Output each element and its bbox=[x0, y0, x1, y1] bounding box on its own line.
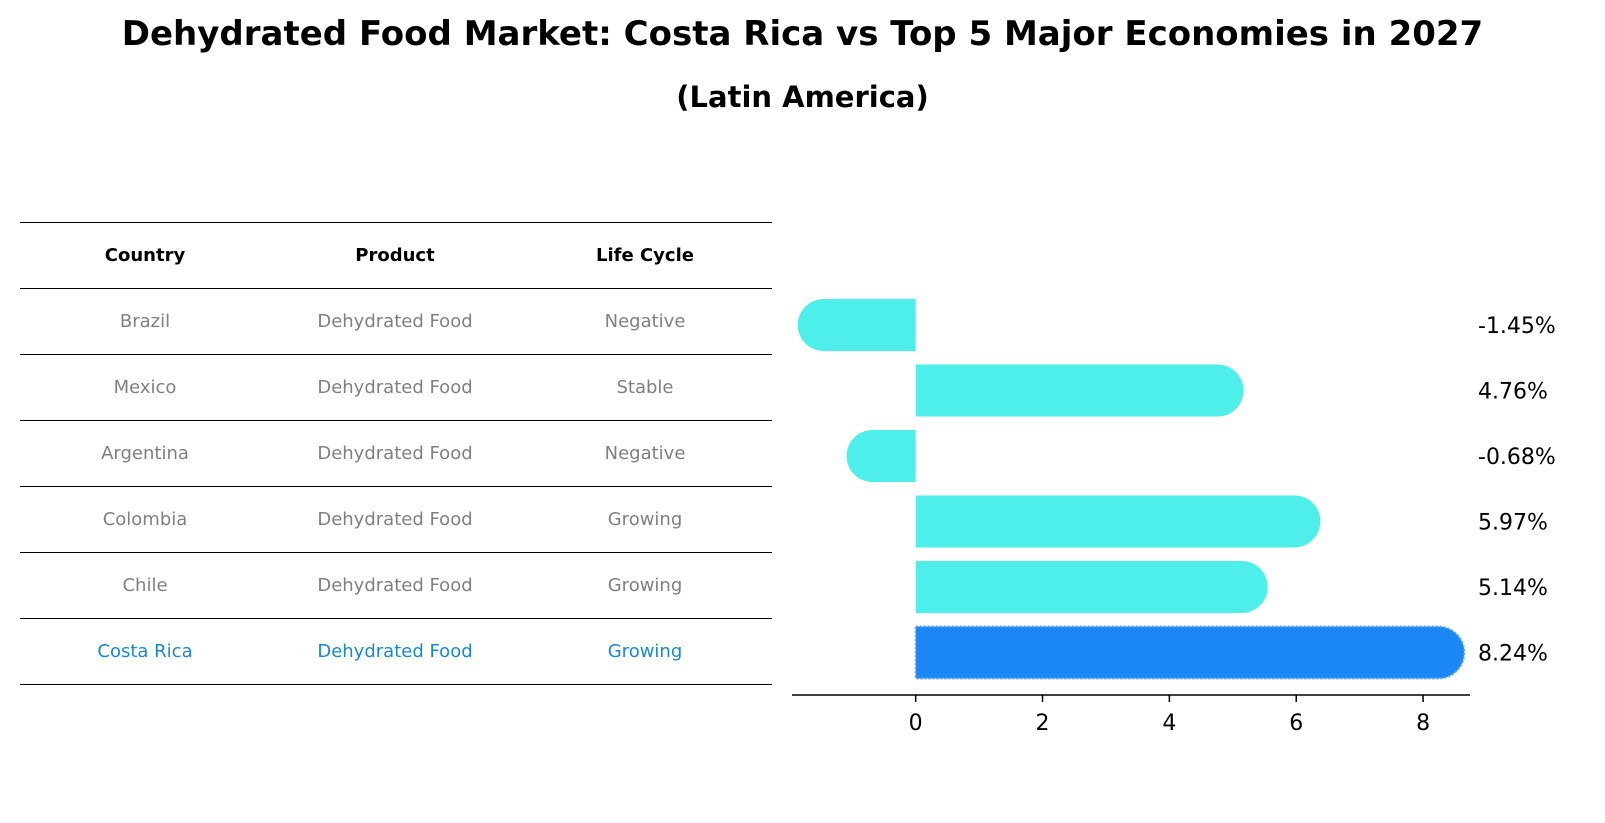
table-row: Colombia Dehydrated Food Growing bbox=[20, 486, 772, 552]
bar-chile bbox=[915, 561, 1268, 613]
bar-costa-rica bbox=[914, 625, 1466, 680]
table-row: Chile Dehydrated Food Growing bbox=[20, 552, 772, 618]
value-label: -1.45% bbox=[1478, 314, 1556, 339]
cell-life-cycle: Growing bbox=[607, 509, 683, 530]
cell-product: Dehydrated Food bbox=[317, 641, 473, 662]
cell-product: Dehydrated Food bbox=[317, 377, 473, 398]
data-table: Country Product Life Cycle Brazil Dehydr… bbox=[20, 222, 772, 685]
bar-argentina bbox=[846, 430, 916, 482]
cell-life-cycle: Stable bbox=[616, 377, 674, 398]
cell-country: Costa Rica bbox=[97, 641, 193, 662]
cell-life-cycle: Growing bbox=[607, 575, 683, 596]
chart-subtitle: (Latin America) bbox=[676, 80, 929, 114]
bar-mexico bbox=[915, 364, 1244, 417]
x-tick-label: 0 bbox=[909, 711, 923, 736]
chart-title: Dehydrated Food Market: Costa Rica vs To… bbox=[121, 14, 1484, 54]
table-row: Mexico Dehydrated Food Stable bbox=[20, 354, 772, 420]
cell-country: Brazil bbox=[119, 311, 171, 332]
x-tick-label: 6 bbox=[1289, 711, 1303, 736]
bar-colombia bbox=[915, 495, 1321, 548]
x-tick-label: 2 bbox=[1036, 711, 1050, 736]
cell-country: Argentina bbox=[101, 443, 189, 464]
x-tick-label: 4 bbox=[1162, 711, 1176, 736]
cell-product: Dehydrated Food bbox=[317, 509, 473, 530]
cell-life-cycle: Growing bbox=[607, 641, 683, 662]
bar-brazil bbox=[797, 299, 916, 351]
cell-life-cycle: Negative bbox=[604, 311, 686, 332]
cell-country: Colombia bbox=[102, 509, 188, 530]
header-product: Product bbox=[355, 245, 435, 266]
table-header-row: Country Product Life Cycle bbox=[20, 222, 772, 288]
header-country: Country bbox=[104, 245, 186, 266]
cell-country: Mexico bbox=[113, 377, 177, 398]
cell-product: Dehydrated Food bbox=[317, 575, 473, 596]
value-label: 4.76% bbox=[1478, 380, 1548, 405]
table-row: Brazil Dehydrated Food Negative bbox=[20, 288, 772, 354]
x-tick-label: 8 bbox=[1416, 711, 1430, 736]
cell-product: Dehydrated Food bbox=[317, 311, 473, 332]
value-label: -0.68% bbox=[1478, 445, 1556, 470]
header-life-cycle: Life Cycle bbox=[596, 245, 694, 266]
cell-life-cycle: Negative bbox=[604, 443, 686, 464]
cell-product: Dehydrated Food bbox=[317, 443, 473, 464]
value-label: 8.24% bbox=[1478, 642, 1548, 667]
table-row: Argentina Dehydrated Food Negative bbox=[20, 420, 772, 486]
cell-country: Chile bbox=[122, 575, 168, 596]
table-row-highlighted: Costa Rica Dehydrated Food Growing bbox=[20, 618, 772, 685]
value-label: 5.14% bbox=[1478, 576, 1548, 601]
value-label: 5.97% bbox=[1478, 511, 1548, 536]
